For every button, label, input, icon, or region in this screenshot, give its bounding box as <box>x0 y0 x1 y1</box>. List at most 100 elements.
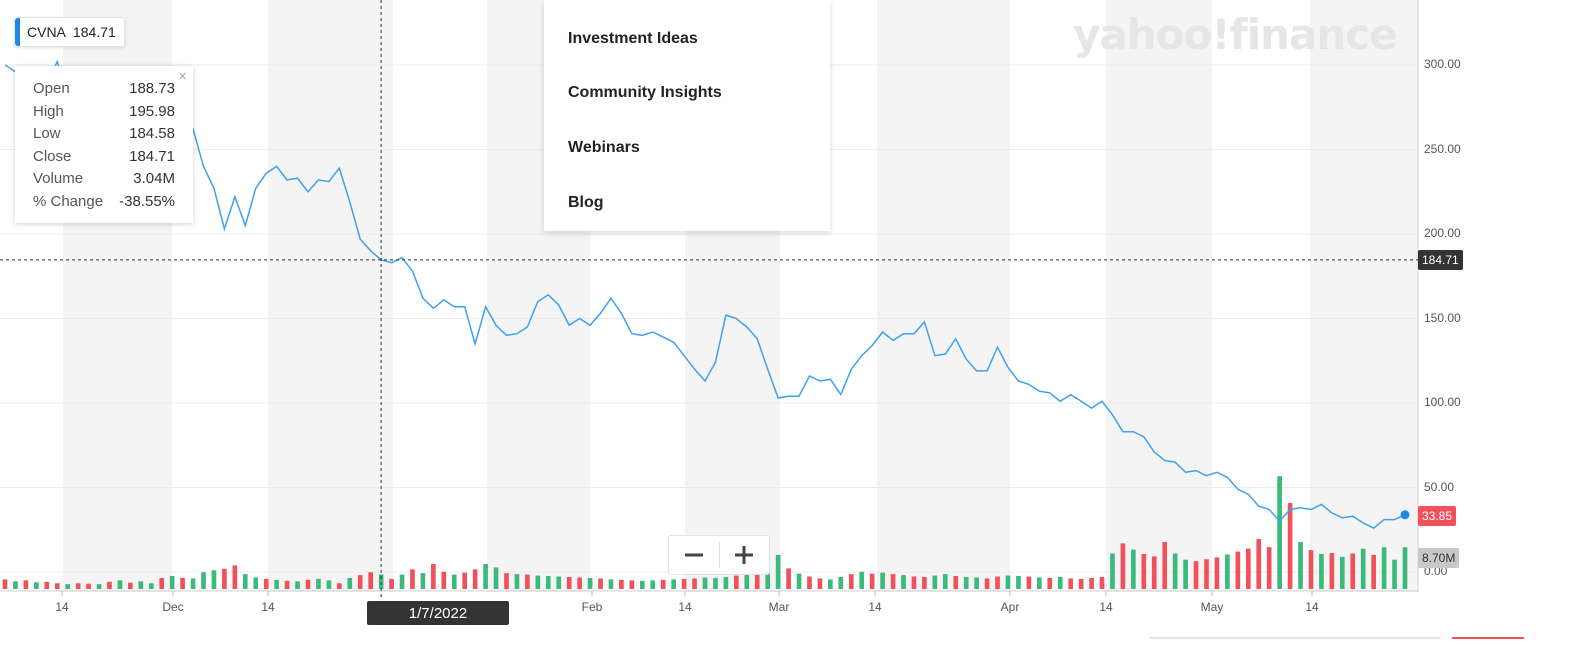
volume-bar <box>138 581 144 589</box>
menu-item-community-insights[interactable]: Community Insights <box>568 84 722 101</box>
volume-bar <box>838 577 844 589</box>
volume-bar <box>1026 576 1032 589</box>
tooltip-label: Volume <box>33 170 84 188</box>
volume-bar <box>587 577 593 589</box>
volume-bar <box>639 580 645 589</box>
volume-bar <box>545 576 551 589</box>
volume-bar <box>44 581 50 589</box>
volume-bar <box>1371 554 1376 589</box>
volume-bar <box>1245 548 1251 589</box>
volume-bar <box>295 581 300 589</box>
tooltip-value: -38.55% <box>119 192 175 210</box>
zoom-in-button[interactable] <box>720 536 770 574</box>
volume-bar <box>796 573 802 589</box>
volume-bar <box>1099 577 1105 589</box>
x-tick-label: 14 <box>678 600 692 614</box>
volume-bar <box>1183 559 1188 589</box>
volume-bar <box>378 574 384 589</box>
volume-bar <box>566 577 572 589</box>
tooltip-value: 3.04M <box>133 170 175 188</box>
volume-bar <box>472 569 478 589</box>
volume-bar <box>514 574 520 589</box>
minus-icon <box>684 553 703 557</box>
volume-bar <box>692 578 697 589</box>
volume-bar <box>1120 543 1126 589</box>
plus-icon <box>735 546 754 564</box>
menu-item-blog[interactable]: Blog <box>568 194 604 211</box>
x-tick-label: 14 <box>261 600 275 614</box>
volume-bar <box>1151 556 1157 589</box>
x-tick-label: 14 <box>868 600 882 614</box>
yahoo-finance-watermark: yahoo!finance <box>1073 10 1398 59</box>
volume-bar <box>284 580 290 589</box>
volume-bar <box>859 571 865 589</box>
volume-bar <box>765 571 771 589</box>
x-tick-label: Feb <box>581 600 603 614</box>
menu-item-investment-ideas[interactable]: Investment Ideas <box>568 30 698 47</box>
volume-bar <box>357 575 363 589</box>
volume-bar <box>96 584 102 589</box>
ticker-badge[interactable]: CVNA 184.71 <box>14 17 125 47</box>
tooltip-value: 188.73 <box>129 80 175 97</box>
crosshair-date-label: 1/7/2022 <box>367 601 509 625</box>
zoom-out-button[interactable] <box>669 536 719 574</box>
volume-bar <box>942 574 948 589</box>
close-icon[interactable]: × <box>178 68 187 85</box>
volume-bar <box>890 574 896 589</box>
zoom-divider <box>718 542 720 568</box>
volume-bar <box>431 564 436 589</box>
tooltip-label: Close <box>33 147 72 165</box>
volume-bar <box>723 577 729 589</box>
volume-bar <box>1193 561 1199 589</box>
volume-bar <box>117 580 123 589</box>
background-band <box>877 0 1010 592</box>
menu-item-webinars[interactable]: Webinars <box>568 139 640 156</box>
volume-bar <box>963 577 969 589</box>
tooltip-value: 184.71 <box>129 147 175 165</box>
volume-bar <box>974 577 979 589</box>
dropdown-menu: Investment Ideas Community Insights Webi… <box>544 0 830 231</box>
volume-bar <box>107 581 112 589</box>
volume-bar <box>389 578 394 589</box>
volume-bar <box>598 578 603 589</box>
volume-bar <box>1392 559 1397 589</box>
volume-bar <box>556 576 562 589</box>
volume-bar <box>159 577 165 589</box>
volume-bar <box>932 575 938 589</box>
y-tick-label: 100.00 <box>1424 395 1461 409</box>
volume-bar <box>1225 554 1230 589</box>
volume-bar <box>347 577 353 589</box>
volume-bar <box>1256 539 1262 589</box>
volume-bar <box>734 575 739 589</box>
volume-bar <box>65 584 71 589</box>
background-band <box>1106 0 1212 592</box>
volume-bar <box>786 568 791 589</box>
volume-bar <box>34 582 39 589</box>
volume-bar <box>1016 576 1021 589</box>
volume-bar <box>128 582 133 589</box>
tooltip-label: % Change <box>33 192 104 210</box>
last-price-tag: 33.85 <box>1418 506 1457 526</box>
volume-bar <box>316 578 321 589</box>
footer-accent-red <box>1452 637 1524 639</box>
volume-bar <box>222 568 227 589</box>
volume-bar <box>1047 577 1053 589</box>
y-tick-label: 50.00 <box>1424 479 1455 494</box>
volume-bar <box>775 554 781 589</box>
volume-bar <box>577 577 582 589</box>
x-tick-label: Mar <box>768 600 790 614</box>
x-tick-label: Dec <box>162 600 184 614</box>
volume-bar <box>880 572 885 589</box>
tooltip-value: 184.58 <box>129 125 175 143</box>
tooltip-row-close: Close 184.71 <box>33 146 175 169</box>
tooltip-label: Low <box>33 125 61 143</box>
volume-bar <box>754 573 760 589</box>
volume-bar <box>483 564 488 589</box>
volume-bar <box>1110 553 1115 589</box>
volume-bar <box>1381 547 1387 589</box>
volume-bar <box>525 574 530 589</box>
volume-bar <box>75 583 81 589</box>
volume-bar <box>817 578 823 589</box>
volume-bar <box>660 579 666 589</box>
volume-bar <box>1057 577 1063 589</box>
